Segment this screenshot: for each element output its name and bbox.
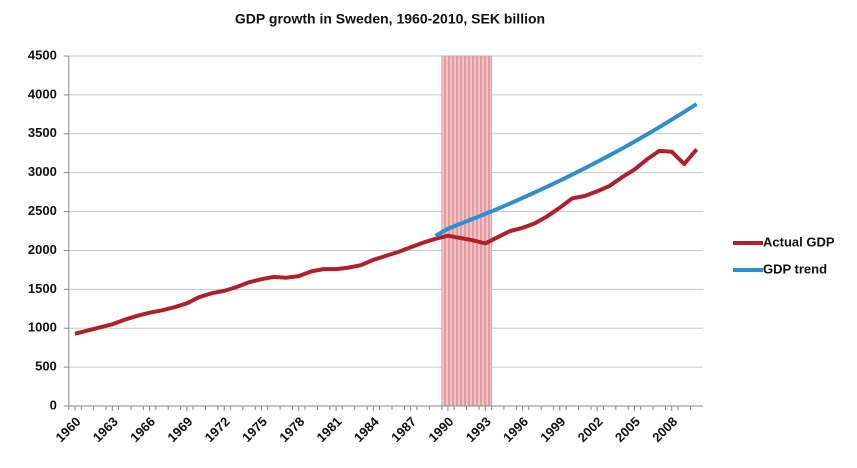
y-tick-label: 4000 [28,86,57,101]
y-tick-label: 2000 [28,242,57,257]
x-tick-label: 1960 [53,414,84,445]
x-tick-label: 2005 [612,414,643,445]
x-tick-label: 2002 [575,414,606,445]
x-tick-label: 1972 [202,414,233,445]
x-tick-label: 1987 [388,414,419,445]
y-tick-label: 1500 [28,281,57,296]
x-tick-label: 1975 [239,414,270,445]
x-tick-label: 1981 [314,414,345,445]
legend-label: Actual GDP [763,234,835,249]
legend-label: GDP trend [763,261,827,276]
y-tick-label: 2500 [28,203,57,218]
x-tick-label: 1993 [463,414,494,445]
x-tick-label: 1969 [164,414,195,445]
y-tick-label: 3000 [28,164,57,179]
y-tick-label: 0 [50,397,57,412]
x-tick-label: 1999 [537,414,568,445]
y-tick-label: 3500 [28,125,57,140]
x-tick-label: 1996 [500,414,531,445]
y-tick-label: 4500 [28,47,57,62]
x-tick-label: 1963 [90,414,121,445]
y-tick-label: 1000 [28,320,57,335]
chart-title: GDP growth in Sweden, 1960-2010, SEK bil… [235,11,545,27]
y-tick-label: 500 [35,359,57,374]
series-line [74,148,699,336]
x-tick-label: 1984 [351,413,383,445]
shaded-period [441,55,492,407]
x-tick-label: 1966 [127,414,158,445]
x-tick-label: 1978 [276,414,307,445]
series-line [434,102,698,238]
x-tick-label: 1990 [425,414,456,445]
x-tick-label: 2008 [649,414,680,445]
